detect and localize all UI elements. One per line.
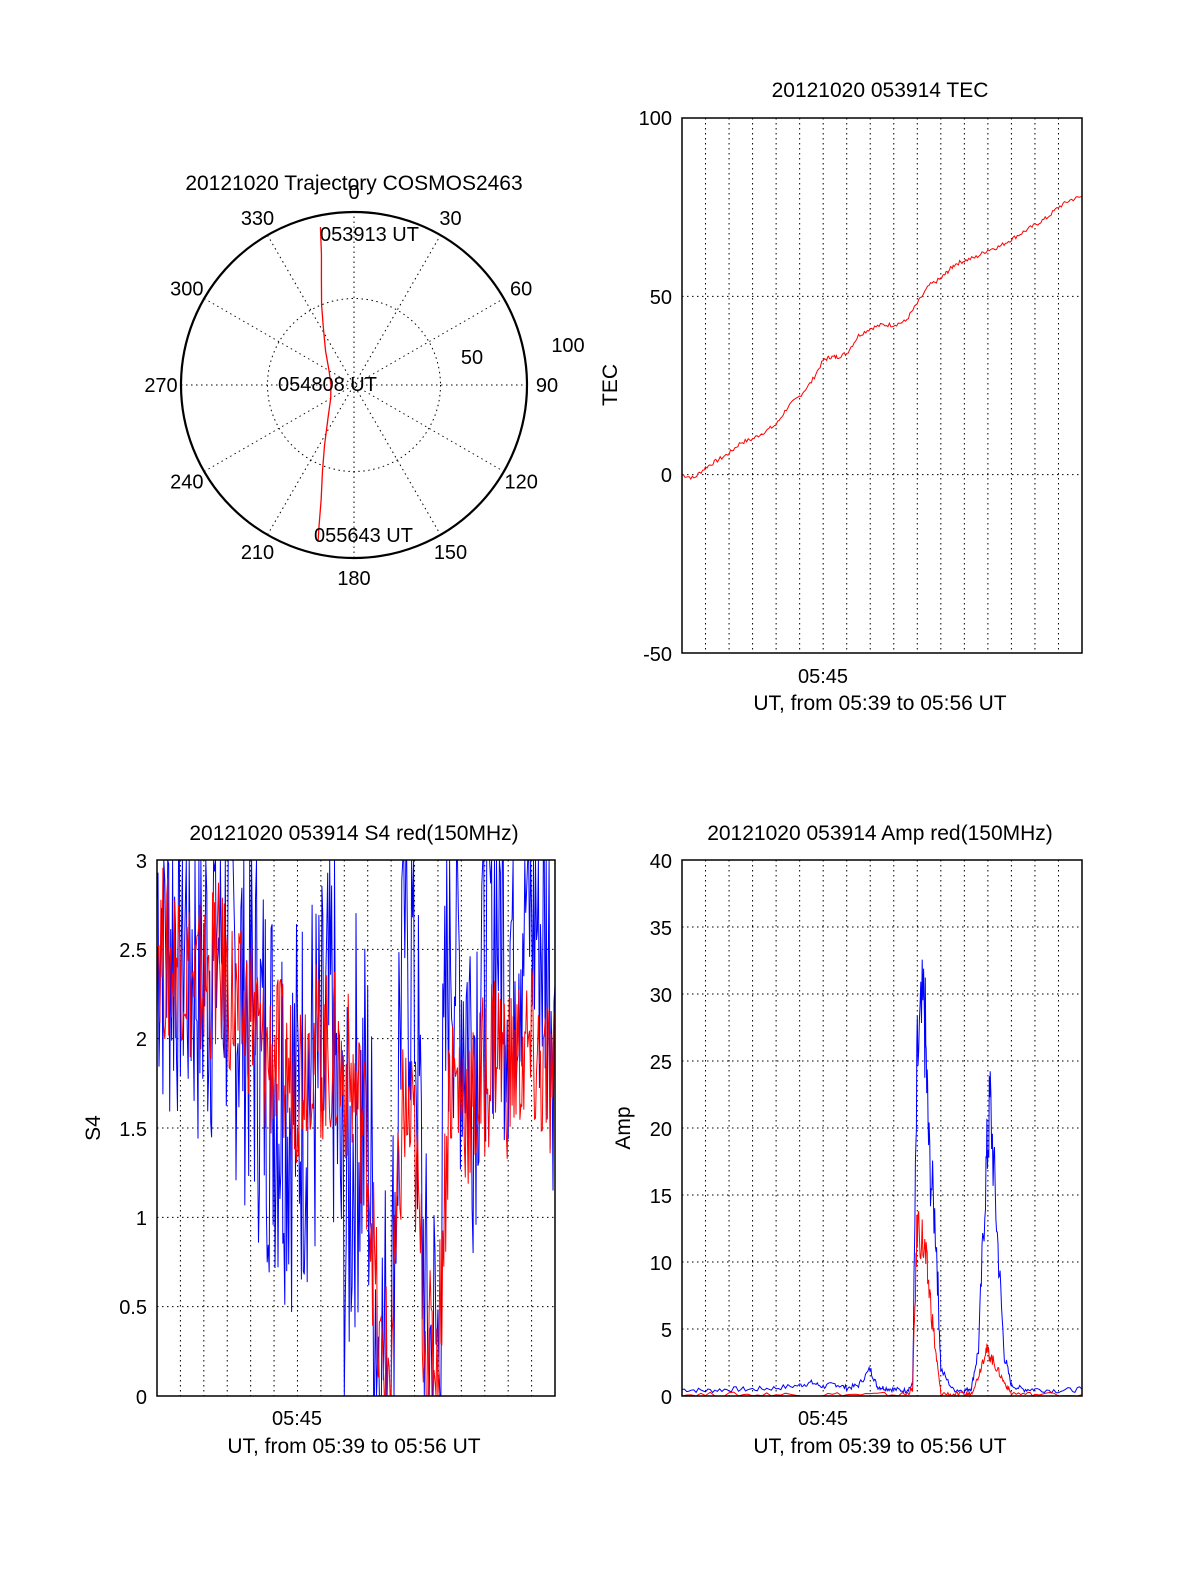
polar-annotation-start: 053913 UT [320,224,419,246]
polar-azimuth-label: 300 [170,279,203,301]
tec-y-label: TEC [599,364,622,406]
polar-annotation-mid: 054808 UT [278,374,377,396]
series-line [681,196,1083,481]
polar-azimuth-label: 150 [434,542,467,564]
tec-title: 20121020 053914 TEC [772,79,989,102]
amp-y-tick: 35 [650,918,672,940]
amp-y-label: Amp [612,1106,635,1149]
polar-azimuth-label: 210 [241,542,274,564]
polar-grid [179,210,529,560]
s4-y-tick-0: 0 [136,1387,147,1409]
s4-y-tick-1.5: 1.5 [119,1119,147,1141]
amp-title: 20121020 053914 Amp red(150MHz) [707,822,1053,845]
s4-y-label: S4 [82,1115,105,1141]
polar-radial-label-50: 50 [461,347,483,369]
amp-y-tick: 0 [661,1387,672,1409]
polar-trajectory-line [317,227,332,541]
s4-title: 20121020 053914 S4 red(150MHz) [189,822,518,845]
amp-y-tick: 40 [650,851,672,873]
s4-y-tick-0.5: 0.5 [119,1297,147,1319]
amp-plot-frame [681,859,1083,1397]
polar-azimuth-labels: 0 30 60 90 120 150 180 210 240 270 300 330 [144,182,558,590]
s4-y-tick-2.5: 2.5 [119,940,147,962]
amp-y-tick: 15 [650,1186,672,1208]
tec-plot-frame [681,117,1083,654]
s4-y-tick-3: 3 [136,851,147,873]
polar-radial-label-100: 100 [551,335,584,357]
tec-y-tick-minus50: -50 [643,644,672,666]
s4-x-label: UT, from 05:39 to 05:56 UT [227,1435,480,1458]
s4-x-tick-0545: 05:45 [272,1408,322,1430]
polar-trajectory [317,227,332,541]
polar-azimuth-label: 180 [337,568,370,590]
tec-panel: 20121020 053914 TEC 100 50 0 -50 05:45 U… [599,79,1083,715]
polar-azimuth-label: 270 [144,375,177,397]
tec-series [681,196,1083,481]
tec-y-tick-50: 50 [650,287,672,309]
series-line [681,959,1083,1394]
polar-azimuth-label: 240 [170,472,203,494]
polar-azimuth-label: 120 [504,472,537,494]
series-line [156,867,556,1397]
amp-x-tick-0545: 05:45 [798,1408,848,1430]
series-line [681,1211,1083,1398]
s4-panel: 20121020 053914 S4 red(150MHz) 3 2.5 2 1… [82,822,556,1458]
tec-y-tick-0: 0 [661,465,672,487]
tec-grid [682,118,1082,653]
amp-series [681,959,1083,1398]
s4-y-tick-2: 2 [136,1029,147,1051]
polar-annotation-end: 055643 UT [314,525,413,547]
amp-y-ticks: 0 5 10 15 20 25 30 35 40 [650,851,672,1409]
polar-azimuth-label: 30 [439,208,461,230]
tec-x-tick-0545: 05:45 [798,666,848,688]
amp-y-tick: 25 [650,1052,672,1074]
s4-plot-frame [156,859,556,1397]
amp-panel: 20121020 053914 Amp red(150MHz) 0 5 10 15 20… [612,822,1083,1458]
s4-y-tick-1: 1 [136,1208,147,1230]
amp-x-label: UT, from 05:39 to 05:56 UT [753,1435,1006,1458]
polar-azimuth-label: 0 [348,182,359,204]
amp-y-tick: 5 [661,1320,672,1342]
polar-azimuth-label: 60 [510,279,532,301]
tec-y-tick-100: 100 [639,108,672,130]
amp-grid [682,860,1082,1396]
polar-title: 20121020 Trajectory COSMOS2463 [185,172,522,195]
tec-x-label: UT, from 05:39 to 05:56 UT [753,692,1006,715]
polar-azimuth-label: 330 [241,208,274,230]
amp-y-tick: 10 [650,1253,672,1275]
amp-y-tick: 30 [650,985,672,1007]
polar-panel: 20121020 Trajectory COSMOS2463 0 30 60 90 12… [144,172,584,590]
amp-y-tick: 20 [650,1119,672,1141]
polar-azimuth-label: 90 [536,375,558,397]
